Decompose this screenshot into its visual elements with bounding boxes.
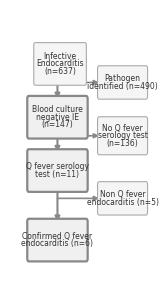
Text: (n=147): (n=147) — [42, 120, 73, 129]
FancyBboxPatch shape — [27, 219, 88, 261]
Text: endocarditis (n=6): endocarditis (n=6) — [22, 239, 93, 248]
Text: test (n=11): test (n=11) — [35, 170, 79, 179]
Text: serology test: serology test — [98, 131, 148, 140]
FancyBboxPatch shape — [34, 43, 86, 85]
Text: Infective: Infective — [44, 52, 77, 61]
Text: (n=637): (n=637) — [44, 67, 76, 76]
Text: Endocarditis: Endocarditis — [36, 59, 84, 68]
Text: No Q fever: No Q fever — [102, 124, 143, 133]
FancyBboxPatch shape — [98, 182, 148, 215]
FancyBboxPatch shape — [98, 66, 148, 99]
Text: Blood culture: Blood culture — [32, 105, 83, 114]
Text: identified (n=490): identified (n=490) — [87, 82, 158, 91]
Text: Pathogen: Pathogen — [104, 74, 141, 83]
FancyBboxPatch shape — [27, 149, 88, 192]
Text: negative IE: negative IE — [36, 113, 79, 122]
Text: endocarditis (n=5): endocarditis (n=5) — [87, 197, 159, 206]
Text: Non Q fever: Non Q fever — [100, 190, 145, 199]
Text: Confirmed Q fever: Confirmed Q fever — [22, 232, 93, 241]
FancyBboxPatch shape — [27, 96, 88, 138]
Text: (n=136): (n=136) — [107, 139, 138, 148]
FancyBboxPatch shape — [98, 117, 148, 155]
Text: Q fever serology: Q fever serology — [26, 162, 89, 171]
